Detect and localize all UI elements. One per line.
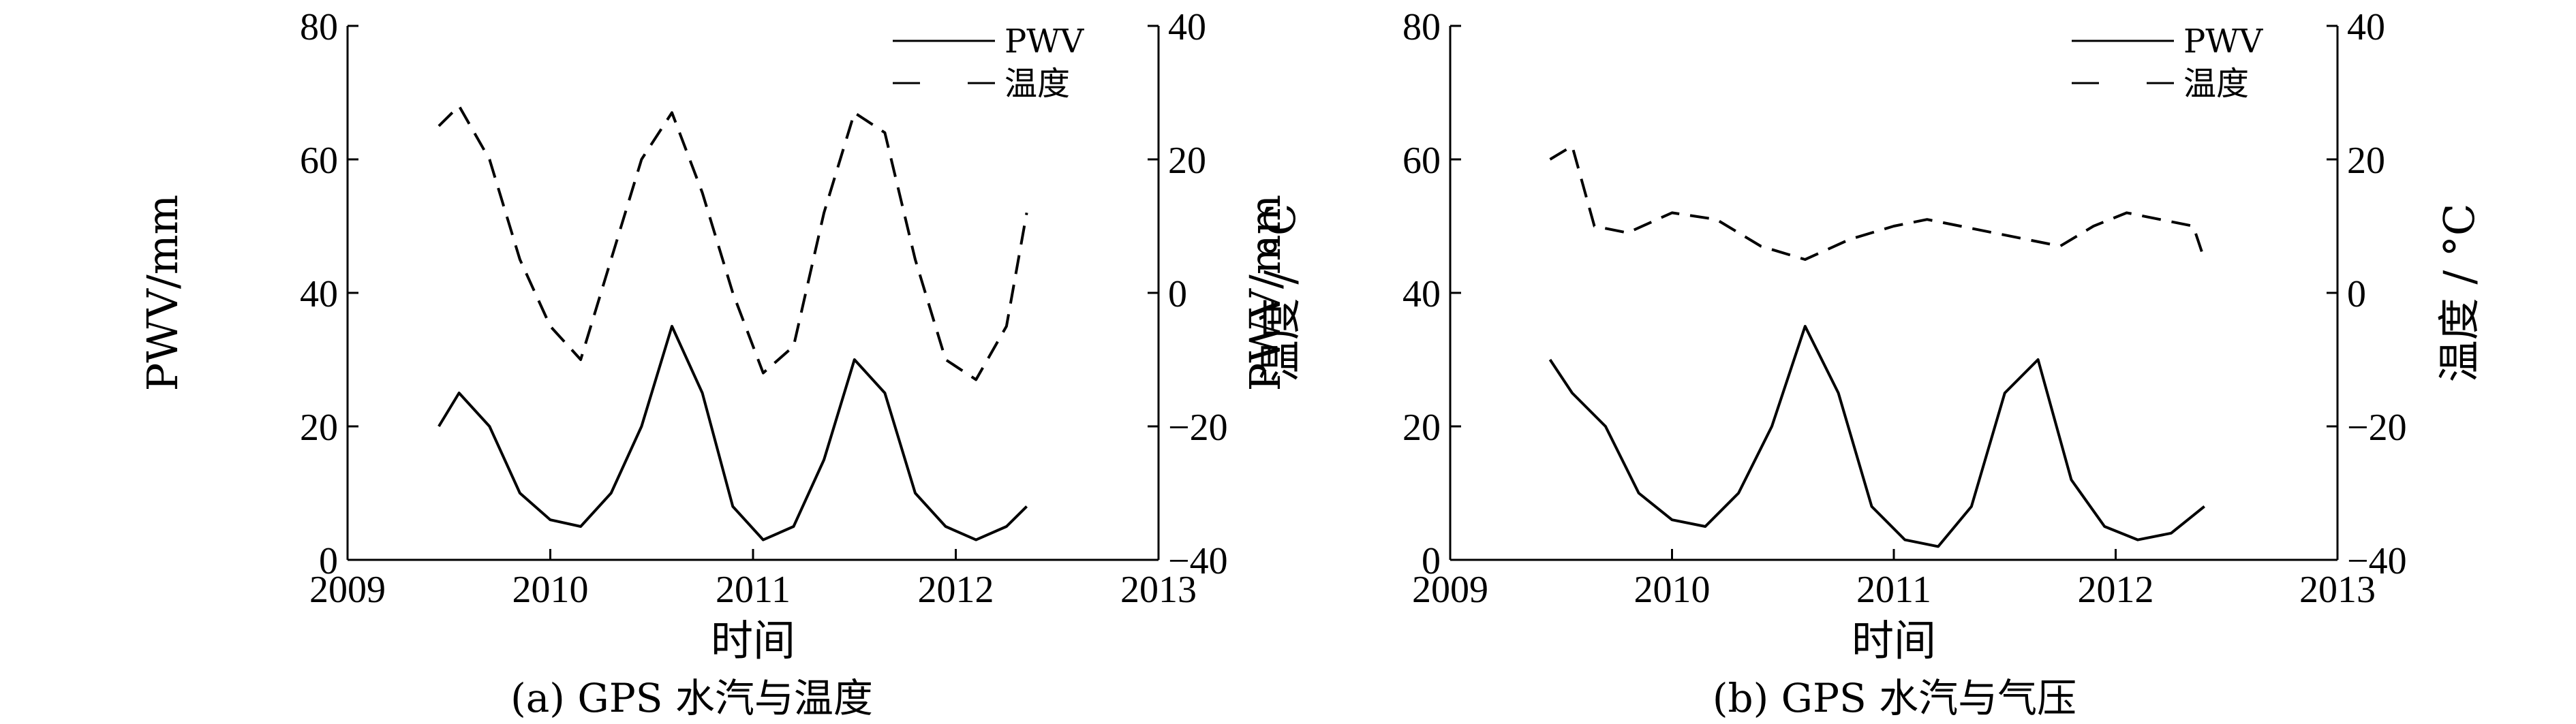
panel-caption: (b) GPS 水汽与气压 xyxy=(1713,675,2076,721)
legend-entry: PWV xyxy=(2183,22,2264,61)
x-tick-label: 2012 xyxy=(2078,569,2154,611)
y-right-tick-label: 40 xyxy=(2347,6,2385,48)
y-left-tick-label: 0 xyxy=(1422,540,1441,582)
y-left-tick-label: 20 xyxy=(1402,407,1441,449)
x-tick-label: 2010 xyxy=(1634,569,1711,611)
y-left-tick-label: 40 xyxy=(1402,273,1441,315)
y-right-tick-label: −20 xyxy=(2347,407,2407,449)
legend-entry: PWV xyxy=(1005,22,1085,61)
y-left-tick-label: 0 xyxy=(319,540,338,582)
y-left-axis-label: PWV/mm xyxy=(1240,195,1290,392)
y-left-tick-label: 20 xyxy=(300,407,338,449)
y-left-tick-label: 60 xyxy=(300,140,338,182)
x-tick-label: 2013 xyxy=(2299,569,2376,611)
x-tick-label: 2009 xyxy=(309,569,386,611)
x-axis-label: 时间 xyxy=(711,616,795,665)
y-right-tick-label: −40 xyxy=(2347,540,2407,582)
y-right-tick-label: 0 xyxy=(1168,273,1187,315)
y-left-tick-label: 80 xyxy=(1402,6,1441,48)
x-tick-label: 2013 xyxy=(1120,569,1197,611)
y-right-tick-label: −40 xyxy=(1168,540,1228,582)
y-left-tick-label: 80 xyxy=(300,6,338,48)
legend-entry: 温度 xyxy=(2183,65,2249,103)
chart-panel-1: 2009 2010 2011 2012 2013 0 20 40 60 80 −40 −20 0 20 40… xyxy=(138,6,1305,721)
y-left-tick-label: 60 xyxy=(1402,140,1441,182)
x-axis-label: 时间 xyxy=(1852,616,1936,665)
x-tick-label: 2009 xyxy=(1412,569,1488,611)
x-tick-label: 2010 xyxy=(512,569,589,611)
chart-panel-2: 2009 2010 2011 2012 2013 0 20 40 60 80 −40 −20 0 20 40… xyxy=(1240,6,2484,721)
series-line-pwv xyxy=(1548,325,2205,548)
series-line-pwv xyxy=(438,325,1028,541)
panel-caption: (a) GPS 水汽与温度 xyxy=(510,675,873,721)
x-tick-label: 2011 xyxy=(1856,569,1931,611)
series-line-temperature xyxy=(438,104,1028,381)
y-left-tick-label: 40 xyxy=(300,273,338,315)
y-left-axis-label: PWV/mm xyxy=(138,195,187,392)
series-line-temperature xyxy=(1549,144,2206,261)
y-right-tick-label: 20 xyxy=(1168,140,1206,182)
y-right-tick-label: 20 xyxy=(2347,140,2385,182)
y-right-tick-label: 0 xyxy=(2347,273,2366,315)
legend-entry: 温度 xyxy=(1005,65,1070,103)
x-tick-label: 2012 xyxy=(918,569,994,611)
y-right-axis-label: 温度 / °C xyxy=(1255,204,1305,383)
y-right-tick-label: −20 xyxy=(1168,407,1228,449)
x-tick-label: 2011 xyxy=(716,569,791,611)
y-right-tick-label: 40 xyxy=(1168,6,1206,48)
y-right-axis-label: 温度 / °C xyxy=(2434,204,2484,383)
